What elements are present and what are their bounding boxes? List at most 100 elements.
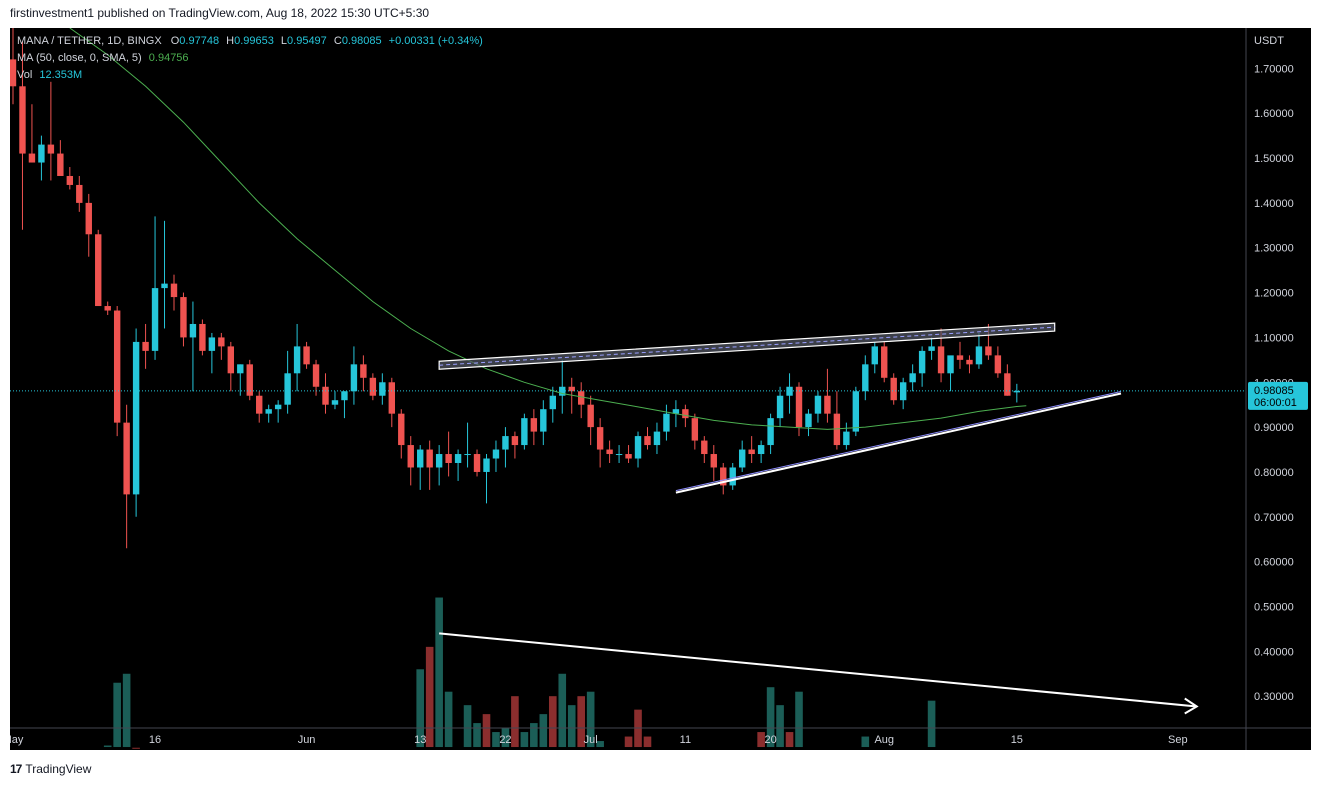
- candle-body[interactable]: [47, 144, 55, 154]
- candle-body[interactable]: [909, 373, 916, 383]
- candle-body[interactable]: [398, 413, 405, 446]
- candle-body[interactable]: [28, 153, 36, 163]
- candle-body[interactable]: [199, 323, 206, 351]
- candle-body[interactable]: [738, 449, 746, 468]
- candle-body[interactable]: [132, 341, 140, 495]
- candle-body[interactable]: [824, 395, 831, 414]
- candle-body[interactable]: [256, 395, 263, 414]
- candle-body[interactable]: [691, 418, 699, 441]
- candle-body[interactable]: [180, 297, 187, 338]
- tradingview-logo-icon[interactable]: 17: [10, 762, 22, 776]
- volume-trend-arrow[interactable]: [439, 632, 1197, 708]
- candle-body[interactable]: [483, 458, 490, 472]
- candle-body[interactable]: [435, 454, 443, 468]
- candle-body[interactable]: [947, 355, 954, 374]
- candle-body[interactable]: [985, 346, 992, 356]
- candle-body[interactable]: [634, 436, 642, 459]
- candle-body[interactable]: [322, 386, 329, 405]
- candle-body[interactable]: [521, 418, 528, 446]
- candle-body[interactable]: [274, 404, 282, 410]
- vol-legend[interactable]: Vol 12.353M: [17, 69, 82, 81]
- candle-body[interactable]: [464, 454, 471, 456]
- candle-body[interactable]: [151, 288, 159, 351]
- candle-body[interactable]: [937, 346, 945, 374]
- candle-body[interactable]: [606, 449, 613, 455]
- candle-body[interactable]: [805, 413, 812, 428]
- candle-body[interactable]: [95, 234, 102, 307]
- candle-body[interactable]: [502, 436, 509, 450]
- candle-body[interactable]: [975, 346, 983, 365]
- candle-body[interactable]: [786, 386, 793, 396]
- candle-body[interactable]: [928, 346, 935, 351]
- candle-body[interactable]: [710, 454, 717, 468]
- candle-body[interactable]: [85, 202, 92, 235]
- chart-frame[interactable]: USDT 0.30000 0.40000 0.50000 0.60000 0.70000 0…: [10, 28, 1311, 750]
- candle-body[interactable]: [417, 449, 424, 468]
- candle-body[interactable]: [814, 395, 822, 414]
- candle-body[interactable]: [729, 467, 736, 486]
- candle-body[interactable]: [530, 418, 538, 432]
- candle-body[interactable]: [767, 418, 774, 446]
- candle-body[interactable]: [303, 346, 310, 365]
- candle-body[interactable]: [549, 395, 556, 410]
- candle-body[interactable]: [871, 346, 878, 365]
- candle-body[interactable]: [312, 364, 320, 387]
- candle-body[interactable]: [644, 436, 651, 446]
- candle-body[interactable]: [540, 409, 547, 432]
- candle-body[interactable]: [795, 386, 803, 428]
- candle-body[interactable]: [284, 373, 291, 405]
- candle-body[interactable]: [596, 427, 604, 450]
- candle-body[interactable]: [360, 364, 367, 378]
- candle-body[interactable]: [123, 422, 130, 495]
- candle-body[interactable]: [568, 386, 575, 392]
- candle-body[interactable]: [104, 306, 111, 311]
- candle-body[interactable]: [38, 144, 45, 163]
- currency-label[interactable]: USDT: [1254, 35, 1284, 47]
- ma-legend[interactable]: MA (50, close, 0, SMA, 5) 0.94756: [17, 52, 189, 64]
- candle-body[interactable]: [426, 449, 433, 468]
- candle-body[interactable]: [899, 382, 907, 401]
- candle-body[interactable]: [142, 341, 149, 351]
- symbol-name[interactable]: MANA / TETHER, 1D, BINGX: [17, 35, 162, 47]
- candle-body[interactable]: [663, 413, 670, 432]
- candle-body[interactable]: [331, 400, 339, 405]
- candle-body[interactable]: [350, 364, 358, 392]
- candle-body[interactable]: [189, 323, 197, 338]
- candle-body[interactable]: [994, 355, 1002, 374]
- candle-body[interactable]: [720, 467, 727, 486]
- support-trendline[interactable]: [675, 392, 1122, 494]
- candle-body[interactable]: [246, 364, 253, 396]
- candle-body[interactable]: [379, 382, 386, 396]
- candle-body[interactable]: [918, 350, 926, 374]
- candle-body[interactable]: [682, 409, 689, 419]
- candle-body[interactable]: [473, 454, 481, 472]
- candle-body[interactable]: [1004, 373, 1011, 396]
- candle-body[interactable]: [862, 364, 869, 392]
- price-chart[interactable]: USDT 0.30000 0.40000 0.50000 0.60000 0.70000 0…: [10, 28, 1311, 750]
- candle-body[interactable]: [956, 355, 964, 360]
- candle-body[interactable]: [388, 382, 395, 414]
- candle-body[interactable]: [113, 310, 121, 423]
- candle-body[interactable]: [653, 431, 661, 446]
- candle-body[interactable]: [66, 175, 74, 185]
- candle-body[interactable]: [511, 436, 519, 446]
- candle-body[interactable]: [492, 449, 500, 459]
- candle-body[interactable]: [615, 454, 623, 456]
- candle-body[interactable]: [369, 377, 377, 396]
- candle-body[interactable]: [966, 359, 973, 365]
- candle-body[interactable]: [227, 346, 235, 374]
- candle-body[interactable]: [625, 454, 632, 459]
- candle-body[interactable]: [881, 346, 888, 378]
- candle-body[interactable]: [587, 404, 594, 428]
- candle-body[interactable]: [776, 395, 784, 419]
- candle-body[interactable]: [454, 454, 462, 463]
- candle-body[interactable]: [237, 364, 244, 374]
- candle-body[interactable]: [445, 454, 452, 463]
- candle-body[interactable]: [341, 391, 348, 401]
- candle-body[interactable]: [757, 445, 765, 455]
- candle-body[interactable]: [578, 391, 585, 405]
- candle-body[interactable]: [218, 337, 225, 347]
- candle-body[interactable]: [748, 449, 755, 455]
- candle-body[interactable]: [701, 440, 708, 455]
- candle-body[interactable]: [833, 413, 841, 446]
